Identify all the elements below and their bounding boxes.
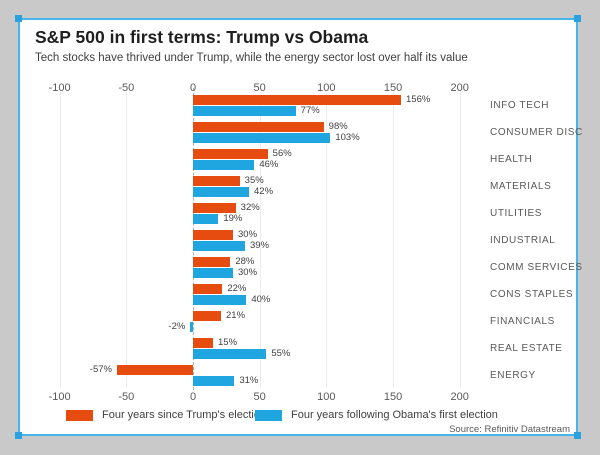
bar-trump: [193, 203, 236, 213]
selection-handle-ne[interactable]: [574, 15, 581, 22]
bar-trump: [193, 230, 233, 240]
selection-handle-sw[interactable]: [15, 432, 22, 439]
value-label: 56%: [272, 148, 292, 159]
category-label: INFO TECH: [490, 100, 550, 111]
value-label: 19%: [223, 212, 243, 224]
value-label: 32%: [240, 202, 260, 213]
legend-item-trump: Four years since Trump's election: [66, 408, 266, 422]
bar-trump: [193, 338, 213, 348]
x-axis-tick-top: 100: [317, 82, 336, 94]
bar-trump: [193, 311, 221, 321]
value-label: 30%: [238, 266, 258, 278]
bar-trump: [193, 122, 324, 132]
legend-swatch-obama: [255, 409, 282, 421]
category-label: INDUSTRIAL: [490, 235, 556, 246]
gridline: [459, 92, 461, 388]
bar-obama: [193, 267, 233, 278]
value-label: 46%: [259, 158, 279, 170]
value-label: -2%: [168, 320, 186, 332]
selection-handle-se[interactable]: [574, 432, 581, 439]
chart-title: S&P 500 in first terms: Trump vs Obama: [35, 27, 369, 47]
bar-trump: [193, 95, 402, 105]
gridline: [259, 92, 261, 388]
value-label: 30%: [238, 229, 258, 240]
bar-trump: [116, 365, 193, 375]
value-label: -57%: [89, 364, 112, 375]
chart-subtitle: Tech stocks have thrived under Trump, wh…: [35, 52, 468, 64]
bar-obama: [193, 348, 267, 359]
x-axis-tick-bottom: 50: [253, 391, 266, 403]
x-axis-tick-top: 0: [189, 82, 197, 94]
x-axis-tick-bottom: 100: [317, 391, 336, 403]
legend-item-obama: Four years following Obama's first elect…: [255, 408, 498, 422]
selection-handle-nw[interactable]: [15, 15, 22, 22]
bar-obama: [193, 240, 245, 251]
value-label: 15%: [218, 337, 238, 348]
gridline: [326, 92, 328, 388]
x-axis-tick-top: 150: [383, 82, 403, 94]
sector-bar-chart: S&P 500 in first terms: Trump vs Obama T…: [20, 20, 582, 435]
category-label: ENERGY: [490, 370, 536, 381]
x-axis-tick-bottom: 150: [383, 391, 403, 403]
x-axis-tick-bottom: 200: [450, 391, 469, 403]
bar-obama: [193, 375, 235, 386]
category-label: MATERIALS: [490, 181, 552, 192]
legend-swatch-trump: [66, 409, 93, 421]
value-label: 31%: [239, 374, 259, 386]
value-label: 22%: [227, 283, 247, 294]
value-label: 55%: [271, 347, 291, 359]
value-label: 39%: [250, 239, 270, 251]
selected-chart-image[interactable]: S&P 500 in first terms: Trump vs Obama T…: [18, 18, 582, 436]
gridline: [59, 92, 61, 388]
category-label: FINANCIALS: [490, 316, 555, 327]
x-axis-tick-bottom: -50: [118, 391, 135, 403]
legend-label-trump: Four years since Trump's election: [102, 409, 267, 421]
value-label: 103%: [335, 131, 360, 143]
x-axis-tick-top: 50: [253, 82, 266, 94]
category-label: CONSUMER DISC: [490, 127, 583, 138]
bar-trump: [193, 257, 231, 267]
bar-obama: [193, 132, 331, 143]
category-label: REAL ESTATE: [490, 343, 563, 354]
value-label: 98%: [328, 121, 348, 132]
source-attribution: Source: Refinitiv Datastream: [449, 424, 570, 435]
value-label: 42%: [254, 185, 274, 197]
x-axis-tick-bottom: -100: [48, 391, 71, 403]
value-label: 40%: [251, 293, 271, 305]
bar-obama: [193, 159, 255, 170]
bar-obama: [193, 213, 219, 224]
bar-obama: [190, 321, 193, 332]
x-axis-tick-top: -50: [118, 82, 135, 94]
value-label: 77%: [300, 104, 320, 116]
category-label: UTILITIES: [490, 208, 543, 219]
value-label: 28%: [235, 256, 255, 267]
category-label: HEALTH: [490, 154, 533, 165]
value-label: 35%: [244, 175, 264, 186]
value-label: 21%: [226, 310, 246, 321]
bar-obama: [193, 186, 249, 197]
category-label: CONS STAPLES: [490, 289, 574, 300]
value-label: 156%: [406, 94, 431, 105]
bar-trump: [193, 176, 240, 186]
bar-trump: [193, 149, 268, 159]
bar-obama: [193, 294, 247, 305]
bar-obama: [193, 105, 296, 116]
x-axis-tick-bottom: 0: [189, 391, 197, 403]
gridline: [393, 92, 395, 388]
x-axis-tick-top: 200: [450, 82, 469, 94]
legend-label-obama: Four years following Obama's first elect…: [291, 409, 498, 421]
bar-trump: [193, 284, 223, 294]
x-axis-tick-top: -100: [48, 82, 71, 94]
gridline: [126, 92, 128, 388]
category-label: COMM SERVICES: [490, 262, 583, 273]
